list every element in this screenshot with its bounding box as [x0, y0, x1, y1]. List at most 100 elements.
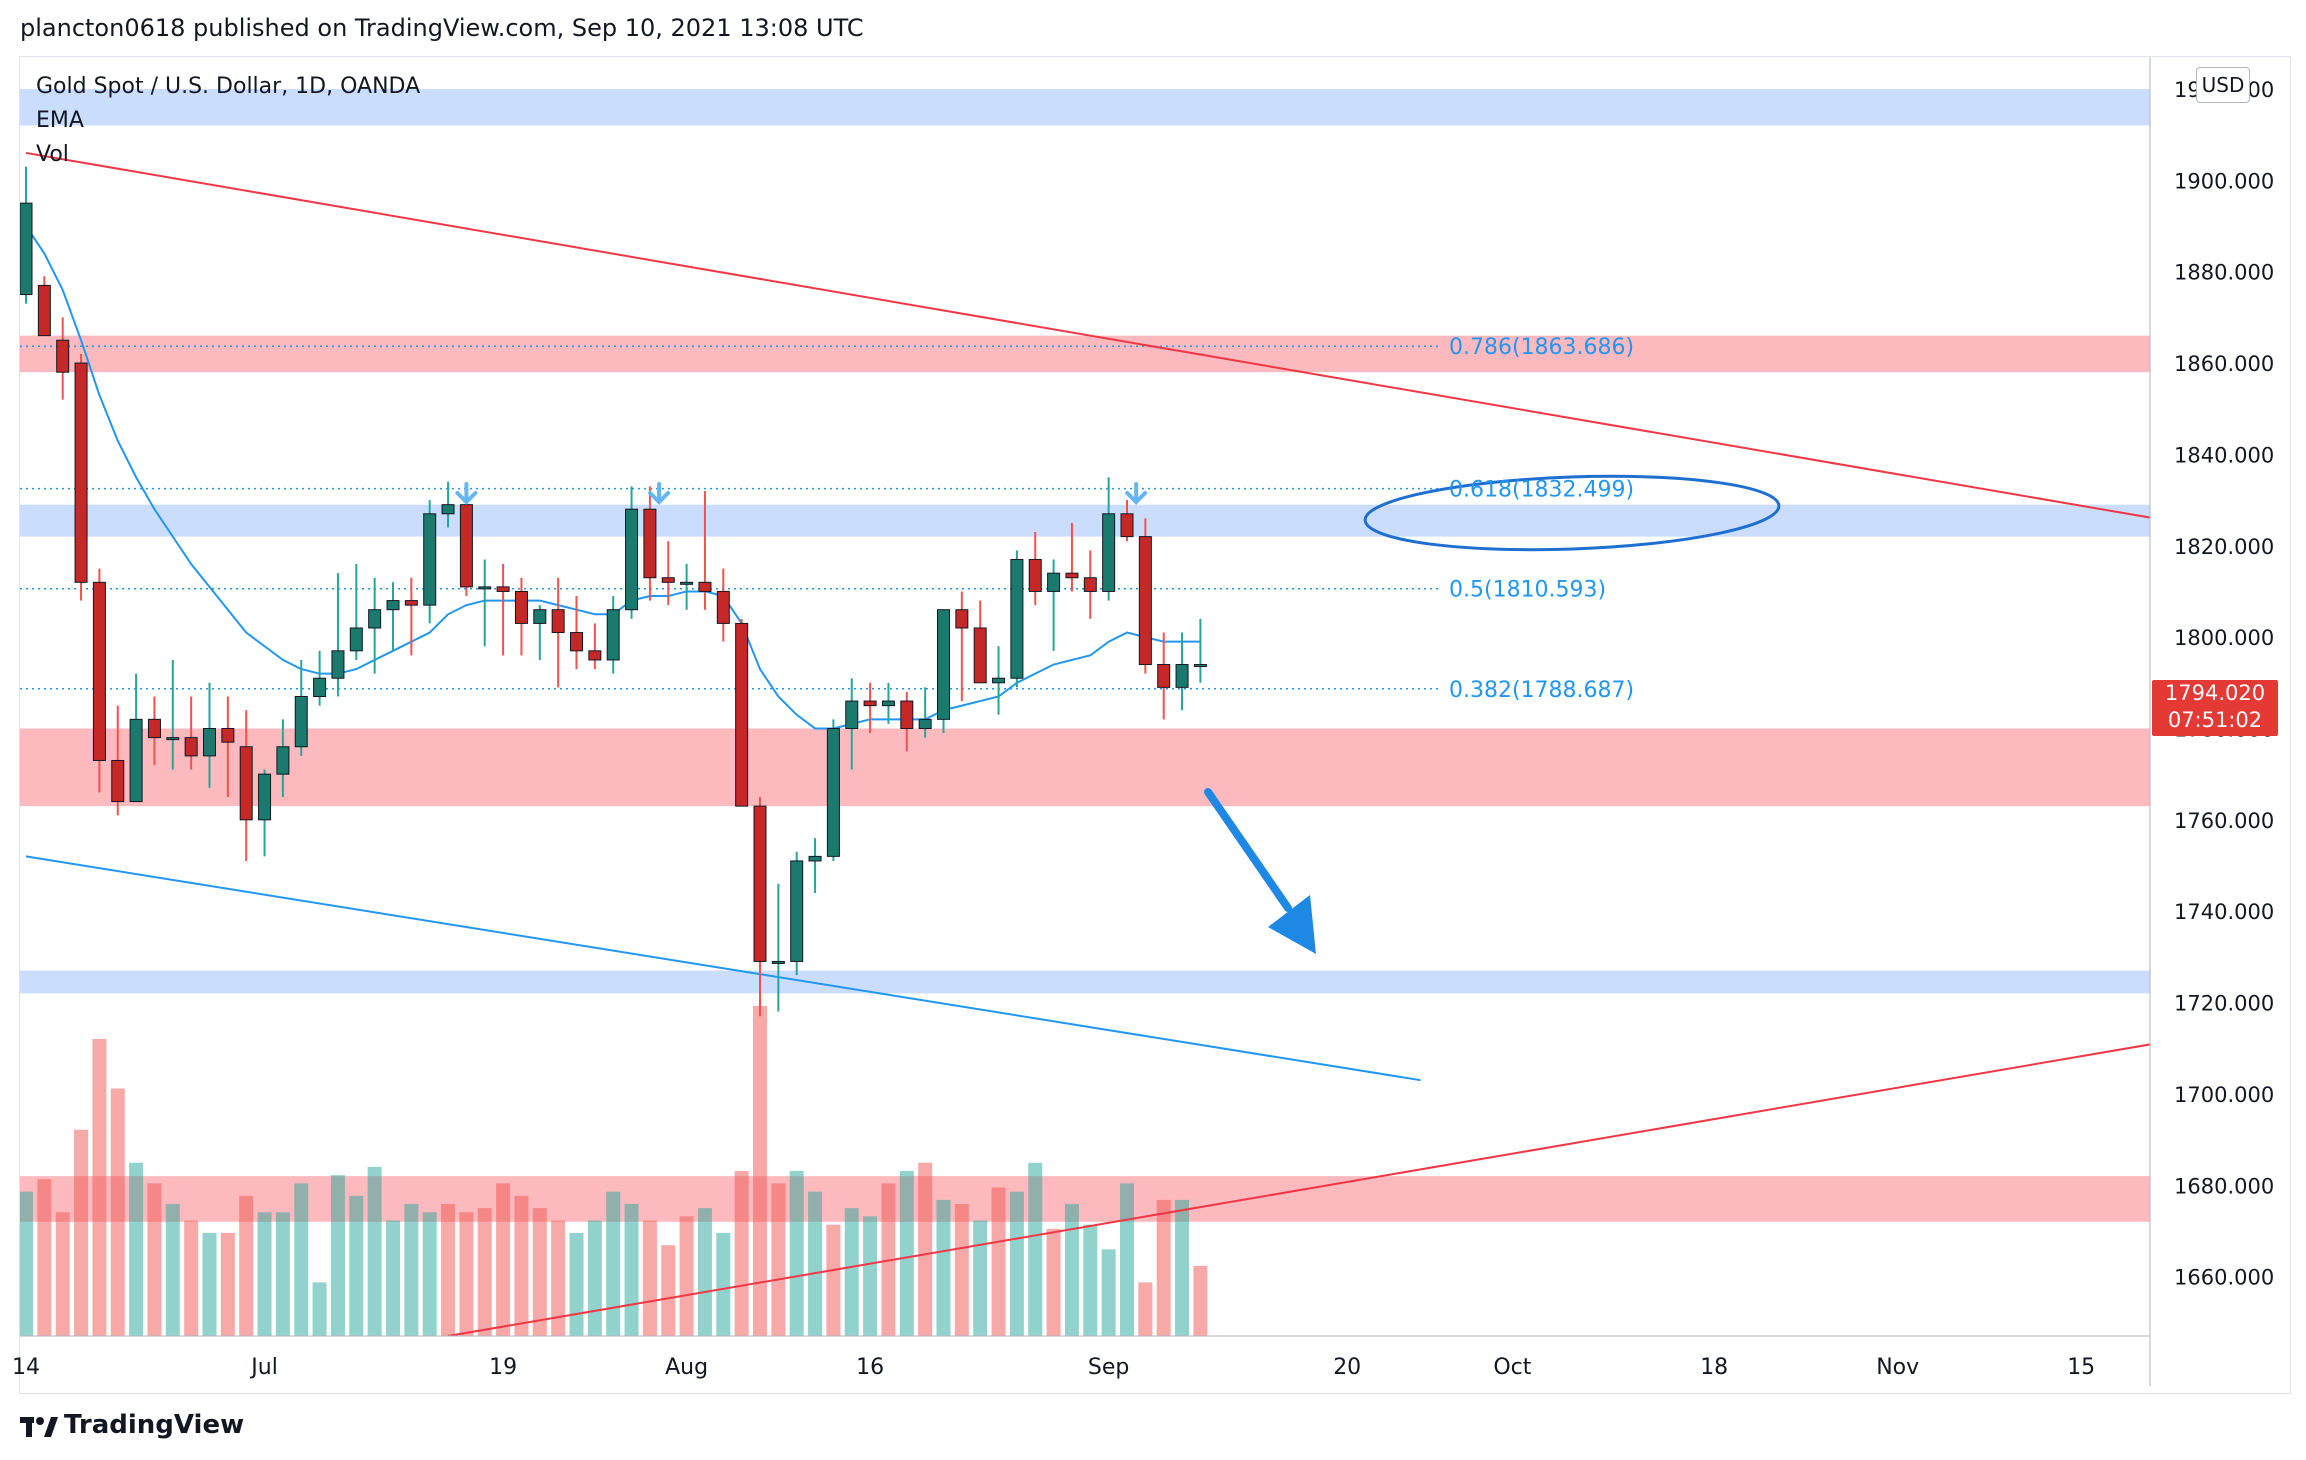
candle	[166, 659, 180, 770]
candle	[625, 486, 639, 619]
volume-bar	[312, 1282, 327, 1336]
candle-body	[184, 737, 198, 757]
candle	[147, 696, 161, 766]
candle-body	[1047, 572, 1061, 592]
trendline-red-0	[25, 151, 2150, 519]
volume-bar	[239, 1195, 254, 1336]
candle-body	[129, 718, 143, 803]
volume-bar	[1101, 1249, 1116, 1336]
candle-body	[386, 600, 400, 611]
candle	[955, 591, 969, 702]
volume-bar	[202, 1232, 217, 1336]
zone-red-3	[20, 728, 2150, 807]
price-tick-label: 1800.000	[2174, 626, 2274, 650]
volume-bar	[129, 1162, 144, 1336]
price-tick-label: 1720.000	[2174, 992, 2274, 1016]
candle	[551, 577, 565, 688]
peak-down-arrow-icon	[455, 482, 478, 505]
candle-body	[680, 581, 694, 585]
price-tick-label: 1900.000	[2174, 169, 2274, 193]
zone-blue-4	[20, 970, 2150, 994]
candle	[478, 559, 492, 647]
ema-indicator-label[interactable]: EMA	[36, 108, 84, 133]
candle	[129, 673, 143, 803]
candle-body	[533, 609, 547, 624]
peak-down-arrow-icon	[648, 482, 671, 505]
candle	[1175, 632, 1189, 711]
volume-bar	[147, 1183, 162, 1336]
volume-bar	[991, 1187, 1006, 1336]
candle-body	[147, 718, 161, 739]
candle	[808, 838, 822, 893]
candle-body	[111, 759, 125, 803]
candle	[111, 705, 125, 816]
candle	[258, 769, 272, 857]
trendline-blue-2	[25, 855, 1421, 1082]
candle	[992, 646, 1006, 715]
candle	[771, 883, 785, 1012]
zone-blue-0	[20, 88, 2150, 126]
volume-bar	[441, 1204, 456, 1336]
candle	[1120, 500, 1134, 542]
candle	[698, 490, 712, 610]
candle-body	[992, 677, 1006, 684]
candle-body	[331, 650, 345, 679]
date-tick-label: 19	[489, 1355, 517, 1380]
candle	[239, 710, 253, 861]
volume-bar	[551, 1220, 566, 1336]
volume-bar	[257, 1212, 272, 1336]
last-price-tag: 1794.020 07:51:02	[2152, 680, 2278, 736]
candle	[92, 568, 106, 793]
candle	[20, 166, 33, 304]
candle-body	[881, 700, 895, 707]
candle	[716, 568, 730, 642]
candle-body	[368, 609, 382, 629]
candle	[331, 573, 345, 697]
candle-body	[588, 650, 602, 661]
volume-bar	[165, 1204, 180, 1336]
candle	[203, 682, 216, 788]
volume-indicator-label[interactable]: Vol	[36, 142, 69, 167]
candle	[1065, 522, 1079, 592]
volume-bar	[936, 1199, 951, 1336]
symbol-title[interactable]: Gold Spot / U.S. Dollar, 1D, OANDA	[36, 74, 421, 99]
volume-bar	[74, 1129, 89, 1336]
volume-bar	[1193, 1265, 1208, 1336]
candle	[294, 659, 308, 756]
date-tick-label: Nov	[1876, 1355, 1919, 1380]
date-tick-label: 14	[12, 1355, 40, 1380]
candle	[1010, 550, 1024, 688]
volume-bar	[422, 1212, 437, 1336]
candle-body	[661, 577, 675, 583]
candle	[790, 851, 804, 976]
volume-bar	[753, 1006, 767, 1336]
candle-body	[166, 737, 180, 741]
candle-body	[1065, 572, 1079, 579]
volume-bar	[477, 1208, 492, 1336]
volume-bar	[569, 1232, 584, 1336]
price-tick-label: 1740.000	[2174, 900, 2274, 924]
candle-body	[239, 746, 253, 821]
volume-bar	[1083, 1224, 1098, 1336]
candle-body	[20, 202, 33, 296]
price-tick-label: 1680.000	[2174, 1174, 2274, 1198]
candle-body	[459, 504, 473, 588]
candle	[368, 577, 382, 674]
candle	[680, 564, 694, 610]
chart-frame[interactable]	[19, 56, 2291, 1394]
candle-body	[955, 609, 969, 629]
volume-bar	[514, 1195, 529, 1336]
candle	[349, 564, 363, 660]
candle	[735, 618, 749, 807]
currency-button[interactable]: USD	[2196, 67, 2250, 103]
volume-bar	[294, 1183, 309, 1336]
volume-bar	[1046, 1228, 1061, 1336]
candle-body	[1010, 558, 1024, 679]
candle-body	[808, 855, 822, 862]
volume-bar	[826, 1224, 841, 1336]
volume-bar	[55, 1212, 70, 1336]
candle	[826, 719, 840, 861]
price-tick-label: 1700.000	[2174, 1083, 2274, 1107]
volume-bar	[20, 1191, 33, 1336]
